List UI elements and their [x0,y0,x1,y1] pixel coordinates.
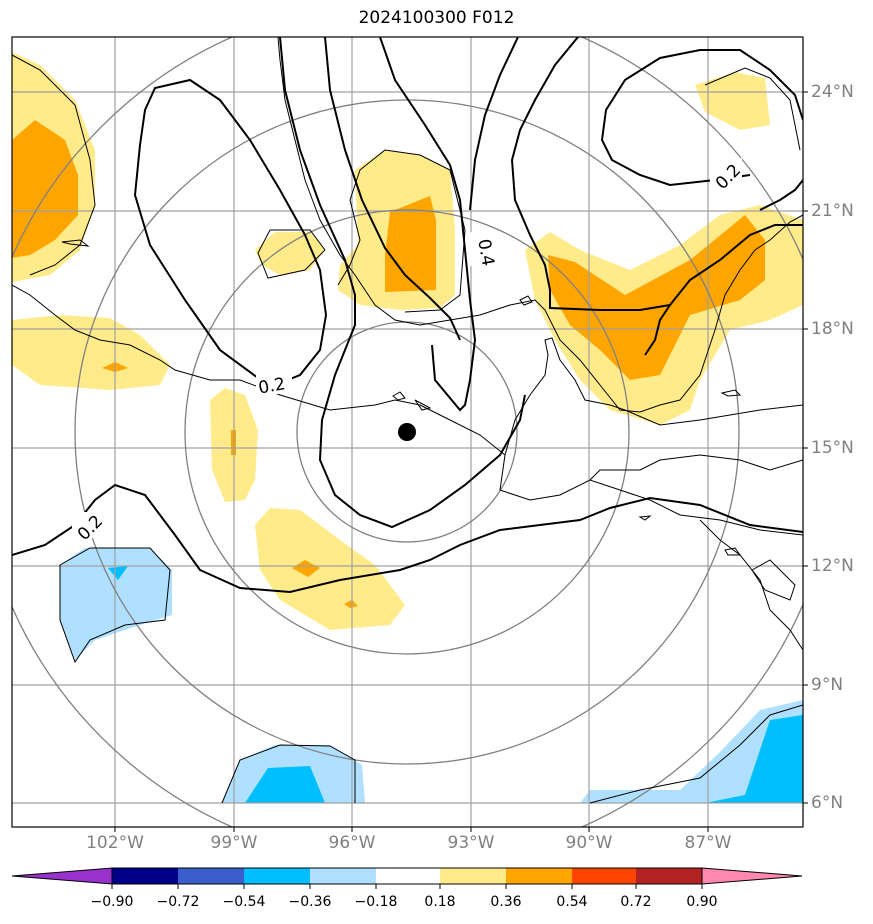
contour-label: 0.4 [473,238,497,268]
colorbar-tick-label: 0.90 [686,894,718,910]
colorbar-tick-label: 0.36 [490,894,522,910]
lon-label: 96°W [328,833,376,853]
colorbar-tick-label: −0.36 [288,894,332,910]
range-rings [12,37,803,827]
lat-label: 9°N [811,675,844,695]
contour-label: 0.2 [257,374,287,398]
colorbar-bin [376,868,440,884]
lat-label: 6°N [811,793,844,813]
lon-label: 99°W [210,833,258,853]
map-title: 2024100300 F012 [358,8,515,28]
colorbar-extend-high [701,867,803,885]
lat-label: 15°N [811,438,854,458]
lon-label: 102°W [86,833,144,853]
lat-label: 24°N [811,82,854,102]
colorbar-bin [506,868,572,884]
colorbar-bin [440,868,506,884]
colorbar-tick-label: −0.18 [354,894,398,910]
colorbar-bin [636,868,702,884]
colorbar-bin [310,868,376,884]
contours [12,37,803,594]
colorbar-tick-label: −0.54 [222,894,266,910]
colorbar-bin [178,868,244,884]
colorbar-bin [244,868,310,884]
colorbar-tick-label: 0.72 [620,894,652,910]
lon-label: 87°W [684,833,732,853]
colorbar-tick-label: 0.54 [556,894,588,910]
coastlines [12,37,803,804]
lat-label: 12°N [811,556,854,576]
map-frame [11,36,804,828]
axis-ticks [114,91,808,832]
lat-label: 18°N [811,319,854,339]
shaded-negative-fields [60,548,803,803]
shaded-positive-fields [12,52,803,630]
colorbar-tick-label: −0.72 [156,894,200,910]
colorbar-tick-label: −0.90 [90,894,134,910]
storm-center-marker [398,423,416,441]
graticule [12,37,803,827]
lon-label: 93°W [447,833,495,853]
colorbar-bin [572,868,636,884]
colorbar-extend-low [11,867,113,885]
lat-label: 21°N [811,201,854,221]
lon-label: 90°W [565,833,613,853]
colorbar-bin [112,868,178,884]
colorbar [11,867,803,889]
colorbar-tick-label: 0.18 [424,894,456,910]
